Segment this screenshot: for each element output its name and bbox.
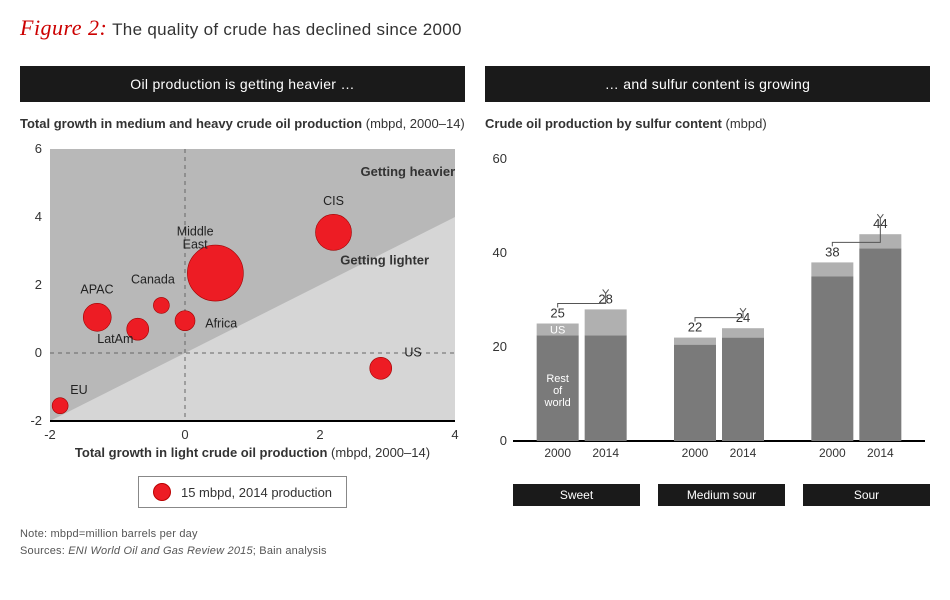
svg-text:2: 2 (35, 277, 42, 292)
category-labels-row: Sweet Medium sour Sour (485, 484, 930, 506)
svg-text:LatAm: LatAm (97, 332, 133, 346)
legend-dot-icon (153, 483, 171, 501)
category-label: Sweet (513, 484, 640, 506)
svg-text:20: 20 (493, 339, 507, 354)
svg-text:6: 6 (35, 141, 42, 156)
footnotes: Note: mbpd=million barrels per day Sourc… (20, 526, 930, 559)
svg-text:2000: 2000 (819, 446, 846, 460)
legend-text: 15 mbpd, 2014 production (181, 485, 332, 500)
svg-text:2014: 2014 (867, 446, 894, 460)
right-subtitle: Crude oil production by sulfur content (… (485, 116, 930, 131)
svg-text:4: 4 (451, 427, 458, 442)
svg-text:2000: 2000 (682, 446, 709, 460)
svg-text:0: 0 (181, 427, 188, 442)
svg-text:Getting lighter: Getting lighter (340, 253, 429, 268)
left-panel-header: Oil production is getting heavier … (20, 66, 465, 102)
svg-text:US: US (404, 345, 421, 359)
svg-text:Getting heavier: Getting heavier (361, 164, 456, 179)
svg-text:60: 60 (493, 151, 507, 166)
left-panel: Oil production is getting heavier … Tota… (20, 66, 465, 508)
category-label: Sour (803, 484, 930, 506)
figure-number: Figure 2: (20, 15, 107, 40)
note-line-1: Note: mbpd=million barrels per day (20, 526, 930, 543)
svg-text:22: 22 (688, 320, 702, 335)
bubble-legend: 15 mbpd, 2014 production (138, 476, 347, 508)
figure-text: The quality of crude has declined since … (112, 20, 462, 39)
svg-text:EU: EU (70, 383, 87, 397)
svg-text:Total growth in light crude oi: Total growth in light crude oil producti… (75, 445, 430, 460)
bar-chart: 0204060252000282014222000242014382000442… (485, 141, 930, 476)
bubble-chart-svg: -2 0 2 4 6 -2 0 2 4 Getting heavier Getting lighte… (20, 141, 465, 461)
figure-title: Figure 2: The quality of crude has decli… (20, 15, 930, 41)
right-panel-header: … and sulfur content is growing (485, 66, 930, 102)
svg-text:4: 4 (35, 209, 42, 224)
svg-text:-2: -2 (30, 413, 42, 428)
svg-text:Africa: Africa (205, 317, 237, 331)
left-subtitle: Total growth in medium and heavy crude o… (20, 116, 465, 131)
note-line-2: Sources: ENI World Oil and Gas Review 20… (20, 543, 930, 560)
svg-text:38: 38 (825, 244, 839, 259)
svg-text:0: 0 (35, 345, 42, 360)
svg-text:2000: 2000 (544, 446, 571, 460)
svg-text:APAC: APAC (80, 283, 113, 297)
svg-text:2: 2 (316, 427, 323, 442)
svg-text:2014: 2014 (592, 446, 619, 460)
svg-text:2014: 2014 (730, 446, 757, 460)
svg-text:CIS: CIS (323, 194, 344, 208)
svg-text:-2: -2 (44, 427, 56, 442)
bubble-chart: -2 0 2 4 6 -2 0 2 4 Getting heavier Getting lighte… (20, 141, 465, 466)
right-panel: … and sulfur content is growing Crude oi… (485, 66, 930, 508)
svg-text:40: 40 (493, 245, 507, 260)
svg-text:Canada: Canada (131, 272, 175, 286)
svg-text:US: US (550, 324, 565, 336)
svg-text:25: 25 (550, 306, 564, 321)
category-label: Medium sour (658, 484, 785, 506)
bar-chart-svg: 0204060252000282014222000242014382000442… (485, 141, 930, 471)
svg-text:0: 0 (500, 433, 507, 448)
